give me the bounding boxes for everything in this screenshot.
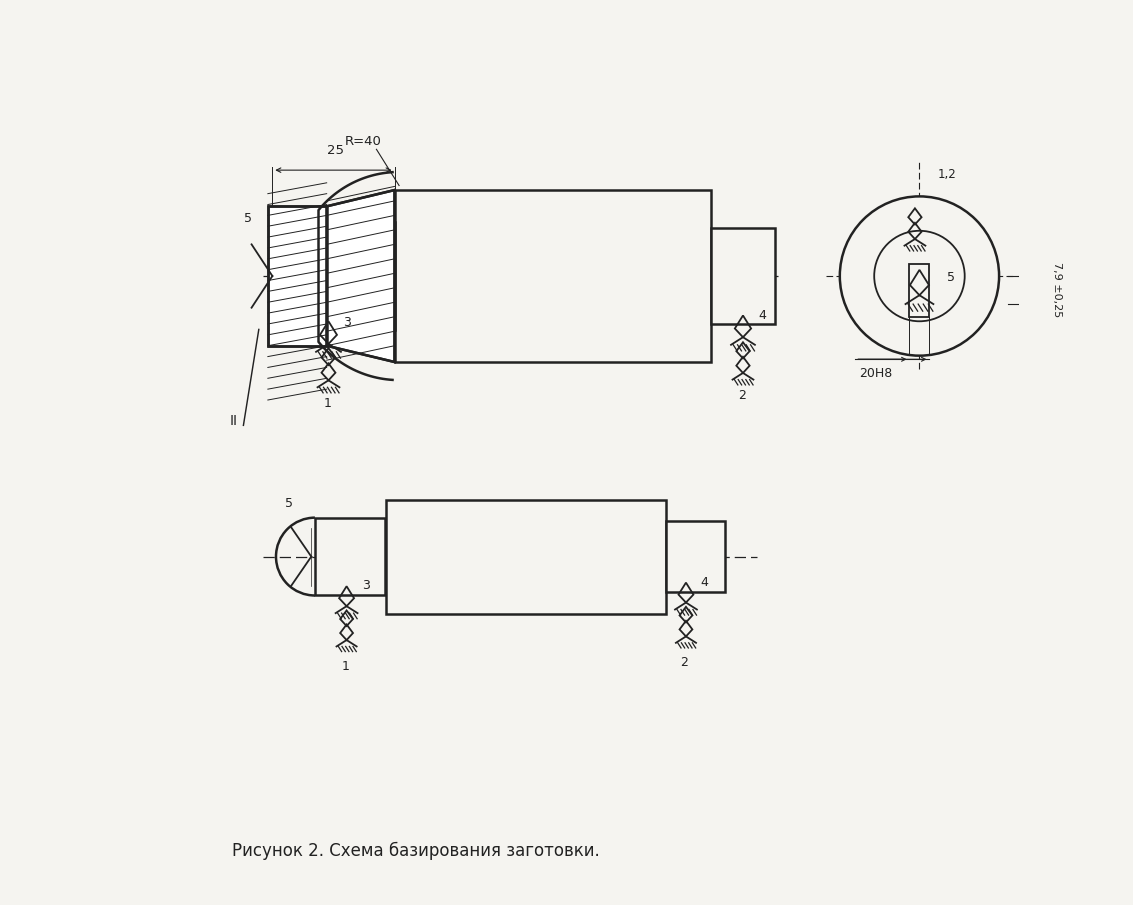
Bar xyxy=(313,222,394,330)
Text: 25: 25 xyxy=(327,144,344,157)
Text: 4: 4 xyxy=(700,576,708,588)
Bar xyxy=(315,518,385,595)
Text: 1: 1 xyxy=(324,397,332,410)
Bar xyxy=(394,190,712,362)
Bar xyxy=(712,228,775,324)
Text: 1: 1 xyxy=(342,660,350,672)
Text: 5: 5 xyxy=(284,497,292,510)
Bar xyxy=(267,206,326,346)
Circle shape xyxy=(875,231,964,321)
Text: R=40: R=40 xyxy=(344,135,382,148)
Circle shape xyxy=(840,196,999,356)
Bar xyxy=(385,500,666,614)
Text: 2: 2 xyxy=(680,656,688,669)
Text: 2: 2 xyxy=(738,389,746,402)
Polygon shape xyxy=(326,190,394,362)
Text: II: II xyxy=(230,414,238,428)
Text: 4: 4 xyxy=(758,310,766,322)
Bar xyxy=(666,521,725,592)
Text: 5: 5 xyxy=(946,271,955,283)
Text: 3: 3 xyxy=(361,579,369,592)
Bar xyxy=(910,264,929,317)
Text: 3: 3 xyxy=(343,316,351,329)
Bar xyxy=(267,206,326,346)
Text: 5: 5 xyxy=(244,212,252,224)
Text: Рисунок 2. Схема базирования заготовки.: Рисунок 2. Схема базирования заготовки. xyxy=(231,842,599,860)
Text: 7,9 ±0,25: 7,9 ±0,25 xyxy=(1053,262,1062,318)
Text: 20Н8: 20Н8 xyxy=(860,367,893,380)
Text: 1,2: 1,2 xyxy=(937,168,956,181)
